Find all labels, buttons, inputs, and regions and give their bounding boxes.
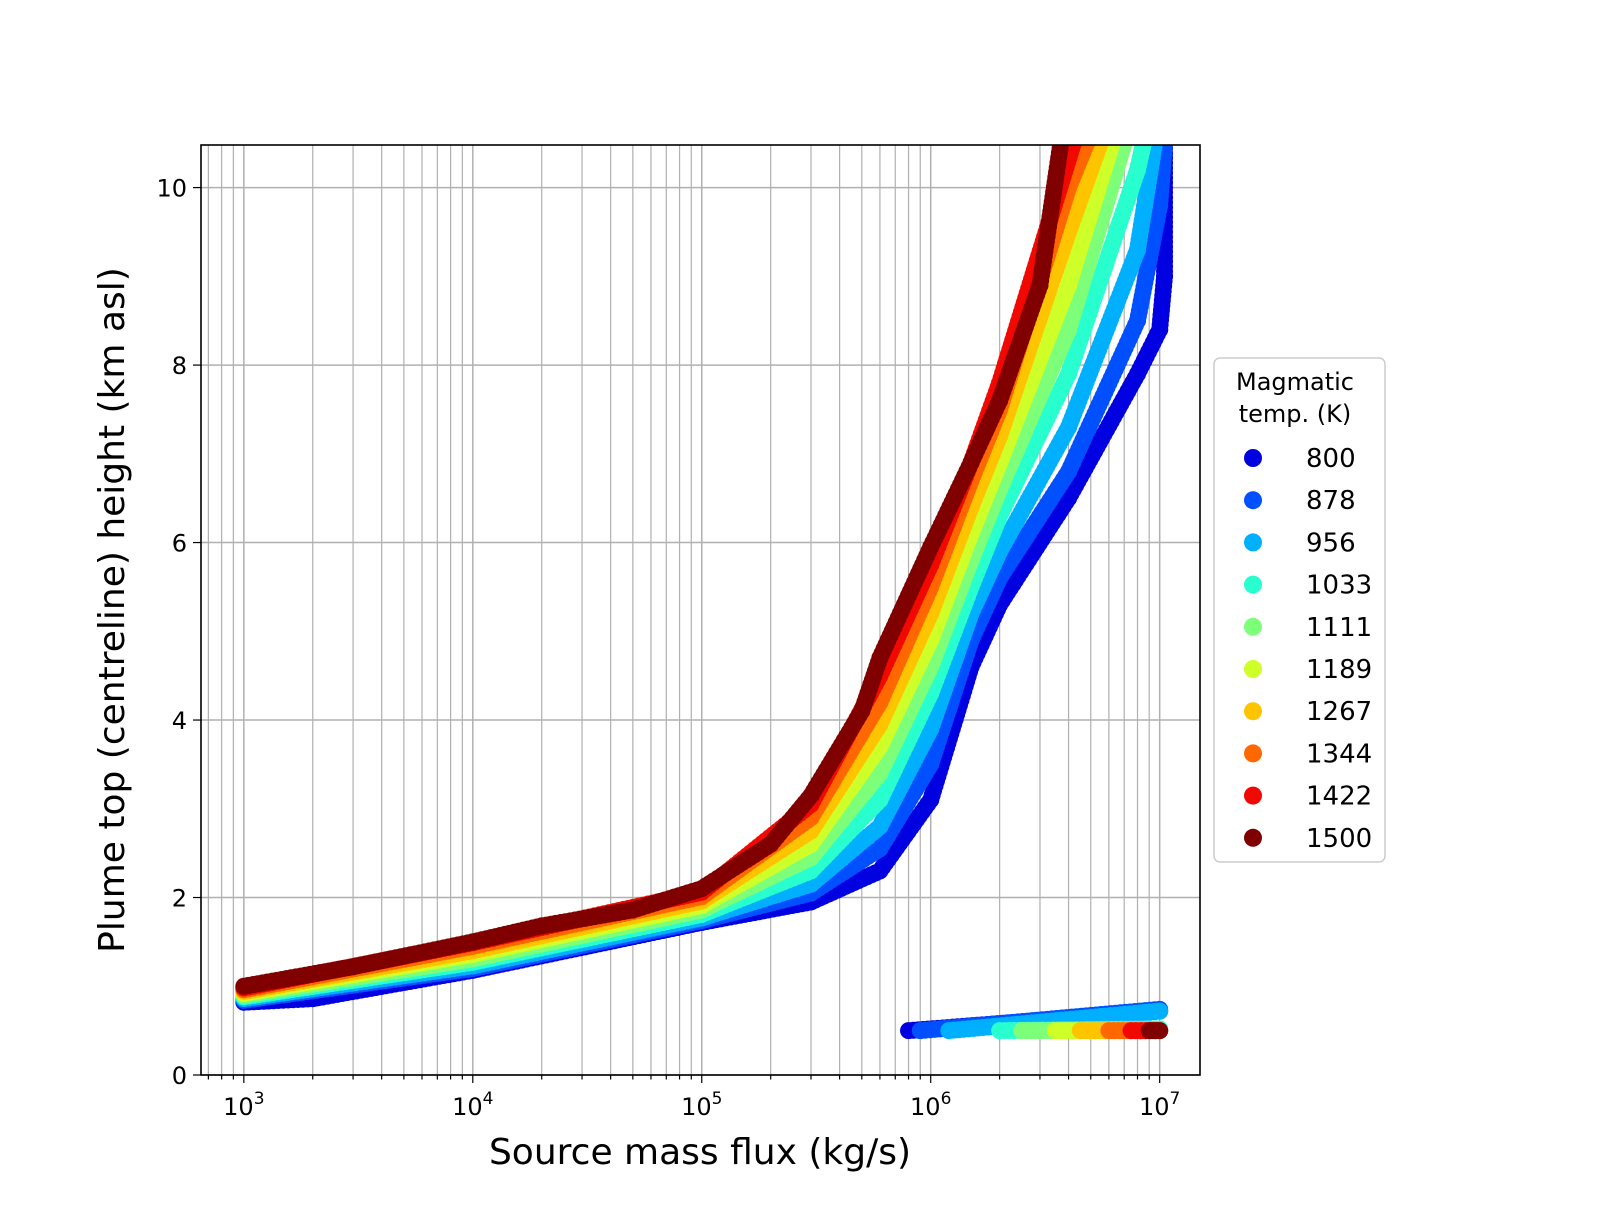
legend-title: Magmatic temp. (K): [1236, 368, 1354, 428]
data-point: [1078, 145, 1096, 152]
y-tick-label: 10: [156, 175, 187, 203]
legend-label: 878: [1306, 486, 1356, 516]
legend-marker: [1244, 702, 1262, 721]
legend: Magmatic temp. (K) 800 878 956 1033 1111 1189 1…: [1213, 357, 1386, 863]
legend-item: 878: [1244, 486, 1356, 516]
legend-item: 956: [1244, 528, 1356, 558]
legend-item: 1500: [1244, 824, 1372, 854]
legend-label: 1033: [1306, 571, 1372, 601]
y-tick-label: 4: [172, 707, 187, 735]
y-tick-label: 8: [172, 352, 187, 380]
plot-frame: [200, 144, 1201, 1076]
legend-marker: [1244, 786, 1262, 805]
legend-item: 1422: [1244, 782, 1372, 812]
legend-item: 1033: [1244, 571, 1372, 601]
data-point: [1052, 145, 1070, 152]
legend-marker: [1244, 449, 1262, 467]
legend-label: 1344: [1306, 739, 1372, 769]
legend-item: 1189: [1244, 655, 1372, 685]
legend-label: 800: [1306, 444, 1356, 474]
legend-label: 1500: [1306, 824, 1372, 854]
legend-label: 956: [1306, 528, 1356, 558]
x-tick-label: 103: [223, 1089, 264, 1121]
legend-marker: [1244, 617, 1262, 636]
legend-marker: [1244, 660, 1262, 678]
y-tick-label: 0: [172, 1062, 187, 1090]
legend-item: 1111: [1244, 613, 1372, 643]
legend-marker: [1244, 533, 1262, 552]
data-point: [1115, 145, 1133, 152]
y-tick-label: 2: [172, 885, 187, 913]
legend-marker: [1244, 744, 1262, 763]
legend-marker: [1244, 828, 1262, 847]
data-point-low-branch: [1151, 1002, 1169, 1020]
data-point: [1065, 145, 1082, 152]
legend-label: 1111: [1306, 613, 1372, 643]
axis-ticks: 0 2 4 6 8 10 103 104 105 106 107: [156, 175, 1180, 1121]
legend-item: 1267: [1244, 697, 1372, 727]
legend-box: [1213, 357, 1386, 863]
data-point: [1091, 145, 1109, 152]
x-tick-label: 105: [681, 1089, 722, 1121]
legend-marker: [1244, 491, 1262, 510]
legend-marker: [1244, 575, 1262, 594]
y-tick-label: 6: [172, 530, 187, 558]
legend-label: 1189: [1306, 655, 1372, 685]
series-1500: [235, 145, 1169, 1040]
x-tick-label: 106: [910, 1089, 951, 1121]
data-point-low-branch: [1151, 1022, 1169, 1040]
x-tick-label: 104: [452, 1089, 493, 1121]
legend-label: 1267: [1306, 697, 1372, 727]
y-axis-label: Plume top (centreline) height (km asl): [92, 267, 133, 953]
x-axis-label: Source mass flux (kg/s): [489, 1132, 911, 1173]
legend-item: 1344: [1244, 739, 1372, 769]
legend-item: 800: [1244, 444, 1356, 474]
data-points: [235, 145, 1174, 1040]
data-point: [1135, 145, 1152, 152]
x-tick-label: 107: [1139, 1089, 1180, 1121]
legend-label: 1422: [1306, 782, 1372, 812]
